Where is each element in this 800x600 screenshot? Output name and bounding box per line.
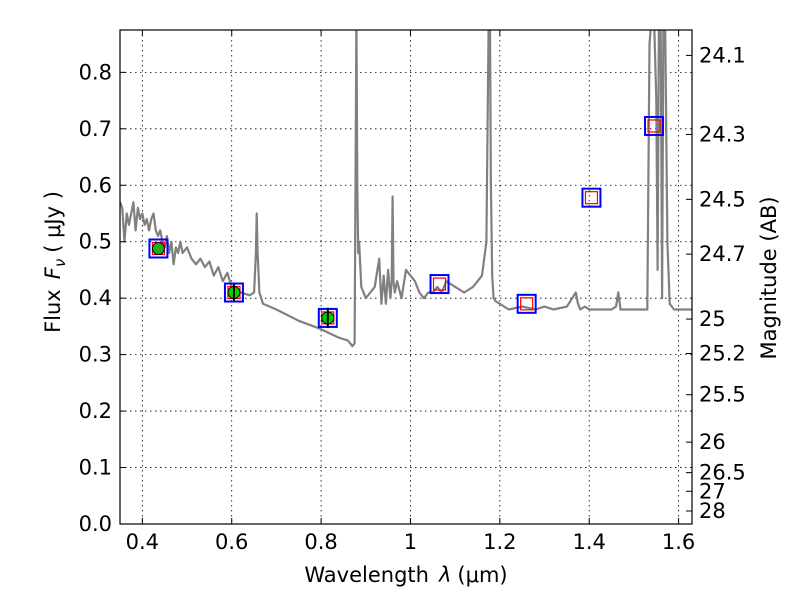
x-axis-label: Wavelength λ (μm)	[304, 563, 507, 587]
photometry-square	[581, 187, 602, 208]
mag-tick-label: 26	[699, 430, 726, 454]
mag-tick-label: 28	[699, 499, 726, 523]
photometry-square	[429, 274, 450, 295]
model-square	[432, 277, 447, 291]
plot-frame	[119, 29, 693, 525]
y-tick-label: 0.0	[79, 512, 112, 536]
x-tick-label: 0.6	[215, 530, 248, 554]
model-square	[647, 119, 661, 133]
photometry-square	[148, 238, 169, 259]
mag-tick-label: 24.7	[699, 242, 746, 266]
model-square	[520, 297, 534, 311]
y-tick-label: 0.8	[79, 60, 112, 84]
x-tick-label: 1.6	[662, 530, 695, 554]
x-tick-label: 0.4	[126, 530, 159, 554]
model-square	[584, 191, 599, 205]
y-tick-label: 0.6	[79, 173, 112, 197]
y-tick-label: 0.5	[79, 230, 112, 254]
y-tick-label: 0.1	[79, 456, 112, 480]
mag-tick-label: 26.5	[699, 461, 746, 485]
y-axis-label: FluxFν( μJy )	[41, 191, 69, 333]
y-tick-label: 0.7	[79, 117, 112, 141]
ticks: 0.4 0.6 0.8 1 1.2 1.4 1.6 0.0 0.1 0.2 0.3 0.4 0.5 0.6…	[79, 30, 746, 554]
mag-tick-label: 25.2	[699, 341, 746, 365]
mag-tick-label: 25.5	[699, 383, 746, 407]
x-tick-label: 1.2	[483, 530, 516, 554]
grid-lines	[120, 30, 692, 525]
mag-tick-label: 27	[699, 479, 726, 503]
x-tick-label: 1	[404, 530, 417, 554]
mag-tick-label: 25	[699, 307, 726, 331]
y-tick-label: 0.4	[79, 286, 112, 310]
mag-tick-label: 24.1	[699, 43, 746, 67]
x-tick-label: 1.4	[573, 530, 606, 554]
spectrum-line	[120, 30, 692, 348]
mag-tick-label: 24.3	[699, 122, 746, 146]
x-tick-label: 0.8	[304, 530, 337, 554]
y-tick-label: 0.3	[79, 343, 112, 367]
plot-area	[120, 30, 692, 348]
photometry-square	[516, 293, 537, 314]
y-tick-label: 0.2	[79, 399, 112, 423]
photometry-square	[223, 282, 244, 303]
mag-tick-label: 24.5	[699, 187, 746, 211]
y2-axis-label: Magnitude (AB)	[757, 196, 781, 359]
photometry-square	[644, 115, 665, 136]
photometry-point	[151, 241, 165, 255]
